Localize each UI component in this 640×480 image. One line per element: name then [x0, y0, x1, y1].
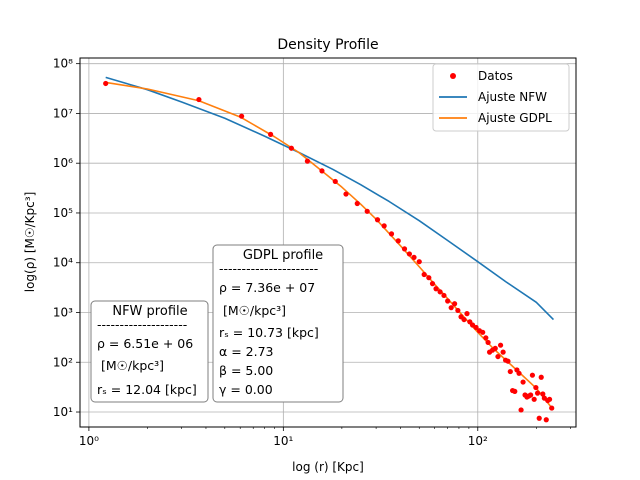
nfw-box-units: [M☉/kpc³]: [101, 358, 164, 373]
data-point: [343, 191, 349, 197]
data-point: [421, 271, 427, 278]
data-point: [461, 316, 467, 323]
gdpl-box-heading: GDPL profile: [243, 248, 323, 263]
gdpl-box-units: [M☉/kpc³]: [223, 303, 286, 318]
data-point: [426, 275, 432, 281]
data-point: [401, 246, 408, 252]
data-point: [512, 388, 518, 394]
series-line-ajuste-gdpl: [105, 81, 555, 411]
data-point: [528, 392, 534, 398]
nfw-box-rho: ρ = 6.51e + 06: [97, 336, 193, 351]
chart-title: Density Profile: [277, 37, 378, 53]
data-point: [492, 345, 498, 351]
y-tick-label: 10⁶: [53, 156, 73, 170]
data-point: [505, 358, 511, 364]
y-tick-label: 10¹: [53, 405, 73, 419]
data-point: [516, 370, 522, 376]
nfw-profile-box: NFW profile -------------------- ρ = 6.5…: [90, 300, 209, 403]
data-point: [485, 339, 491, 346]
data-point: [455, 307, 461, 314]
gdpl-box-frame: [212, 244, 344, 403]
data-point: [500, 349, 506, 355]
data-point: [364, 208, 370, 214]
data-point: [448, 305, 454, 311]
data-point: [518, 407, 524, 413]
data-point: [520, 379, 526, 385]
gdpl-profile-box: GDPL profile ---------------------- ρ = …: [212, 244, 344, 403]
data-point: [543, 417, 549, 423]
data-point: [437, 289, 443, 295]
data-point: [445, 298, 451, 304]
data-point: [103, 80, 109, 87]
data-point: [332, 178, 338, 185]
nfw-box-rs: rₛ = 12.04 [kpc]: [97, 382, 197, 397]
data-point: [507, 368, 513, 375]
y-tick-label: 10⁵: [53, 206, 73, 220]
data-point: [473, 324, 479, 331]
data-point: [433, 286, 439, 292]
legend-gdpl-label: Ajuste GDPL: [478, 111, 552, 125]
data-point: [441, 292, 447, 299]
data-point: [354, 200, 360, 207]
legend-box: [432, 63, 570, 132]
series-line-ajuste-nfw: [105, 76, 555, 321]
data-point: [388, 231, 395, 237]
y-axis-label: log(ρ) [M☉/Kpc³]: [23, 192, 37, 293]
nfw-box-heading: NFW profile: [112, 304, 187, 319]
legend-datos-marker: [450, 73, 456, 79]
x-axis-label: log (r) [Kpc]: [292, 460, 364, 474]
data-point: [536, 415, 542, 421]
gdpl-box-separator: ----------------------: [219, 261, 318, 276]
gdpl-box-beta: β = 5.00: [219, 363, 273, 378]
nfw-box-separator: --------------------: [97, 317, 187, 332]
data-point: [452, 301, 458, 307]
plot-frame: [79, 57, 577, 428]
legend: Datos Ajuste NFW Ajuste GDPL: [432, 63, 570, 132]
y-tick-label: 10⁷: [53, 106, 73, 120]
plot-series: [103, 76, 555, 423]
data-point: [531, 396, 537, 402]
x-tick-label: 10¹: [273, 434, 293, 448]
data-point: [495, 353, 501, 360]
legend-nfw-label: Ajuste NFW: [478, 90, 547, 104]
y-tick-label: 10³: [53, 305, 73, 319]
data-point: [529, 372, 536, 378]
data-point: [533, 384, 539, 391]
data-point: [534, 390, 541, 396]
x-tick-label: 10⁰: [79, 434, 99, 448]
y-tick-label: 10⁴: [53, 256, 73, 270]
data-point: [268, 131, 274, 137]
gdpl-box-alpha: α = 2.73: [219, 344, 274, 359]
gdpl-box-rs: rₛ = 10.73 [kpc]: [219, 325, 319, 340]
data-point: [304, 158, 311, 164]
y-tick-label: 10⁸: [53, 57, 73, 71]
data-point: [395, 238, 401, 244]
axis-ticks: 10⁰ 10¹ 10² 10¹ 10² 10³ 10⁴ 10⁵ 10⁶ 10⁷ 10⁸: [53, 57, 571, 448]
data-point: [196, 96, 202, 103]
data-point: [546, 396, 553, 402]
legend-datos-label: Datos: [478, 69, 513, 83]
data-point: [538, 374, 544, 380]
data-point: [381, 223, 387, 229]
data-point: [411, 254, 417, 260]
gdpl-box-gamma: γ = 0.00: [219, 382, 273, 397]
data-point: [429, 281, 436, 287]
data-point: [416, 259, 422, 265]
data-point: [483, 335, 489, 341]
data-point: [319, 168, 325, 174]
data-point: [374, 217, 381, 223]
gdpl-box-rho: ρ = 7.36e + 07: [219, 280, 315, 295]
y-tick-label: 10²: [53, 355, 73, 369]
data-point: [288, 145, 294, 151]
data-point: [464, 311, 470, 317]
data-point: [480, 329, 486, 335]
data-point: [239, 113, 245, 119]
data-point: [497, 342, 504, 348]
data-point: [540, 391, 546, 397]
nfw-box-frame: [90, 300, 209, 403]
data-point: [549, 405, 555, 411]
x-tick-label: 10²: [468, 434, 488, 448]
data-point: [406, 251, 413, 257]
